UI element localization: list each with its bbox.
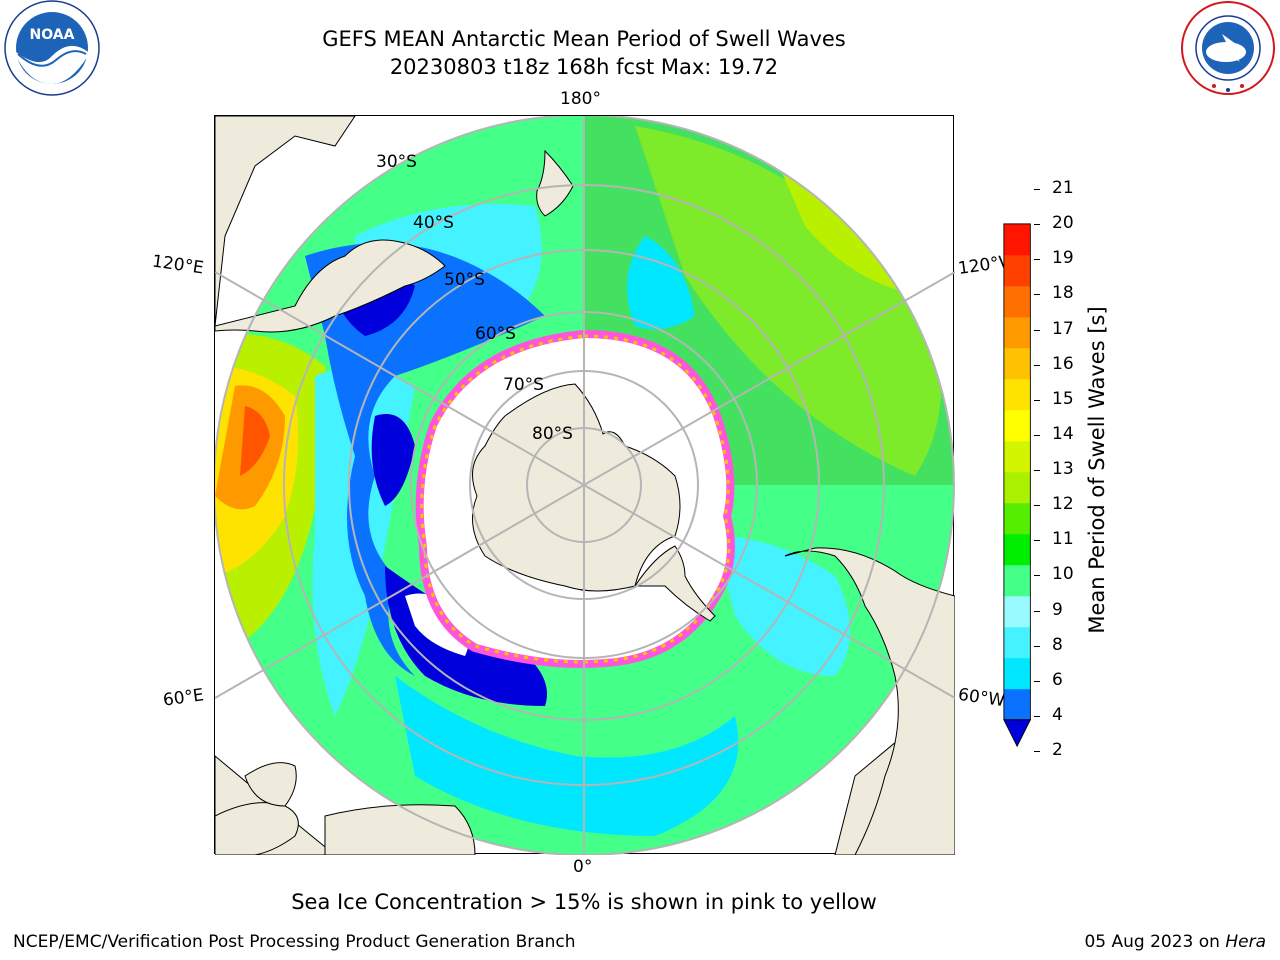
lat-label-50s: 50°S	[444, 270, 485, 290]
colorbar-tick-mark	[1034, 505, 1040, 507]
colorbar-tick-label: 10	[1052, 564, 1074, 585]
south-america	[784, 547, 955, 855]
colorbar-tick-label: 2	[1052, 740, 1063, 760]
lat-label-80s: 80°S	[532, 424, 573, 444]
colorbar-band	[1003, 502, 1031, 535]
colorbar-tick-label: 8	[1052, 634, 1063, 655]
africa	[215, 802, 299, 855]
colorbar-bands	[1003, 223, 1031, 721]
colorbar-tick-label: 20	[1052, 213, 1074, 234]
colorbar-tick-label: 4	[1052, 704, 1063, 725]
colorbar-band	[1003, 440, 1031, 473]
noaa-logo: NOAA	[4, 0, 100, 96]
colorbar-tick-label: 11	[1052, 529, 1074, 550]
antarctica	[472, 383, 681, 592]
colorbar-label: Mean Period of Swell Waves [s]	[1085, 306, 1109, 634]
colorbar-tick-label: 16	[1052, 353, 1074, 374]
colorbar-tick-mark	[1034, 329, 1040, 331]
sea-ice-note: Sea Ice Concentration > 15% is shown in …	[291, 890, 877, 914]
lat-label-60s: 60°S	[475, 324, 516, 344]
lat-label-30s: 30°S	[376, 152, 417, 172]
graticule	[215, 116, 955, 855]
colorbar-tick-mark	[1034, 189, 1040, 190]
lon-label-60w: 60°W	[956, 684, 1007, 712]
colorbar-tick-mark	[1034, 224, 1040, 226]
colorbar-tick-mark	[1034, 610, 1040, 612]
colorbar-tick-mark	[1034, 294, 1040, 296]
colorbar-tick-mark	[1034, 645, 1040, 647]
nws-logo	[1181, 1, 1275, 95]
footer-left: NCEP/EMC/Verification Post Processing Pr…	[13, 932, 576, 952]
colorbar-tick-mark	[1034, 470, 1040, 471]
colorbar-band	[1003, 378, 1031, 411]
colorbar-tick-label: 15	[1052, 388, 1074, 409]
lon-label-180: 180°	[560, 89, 601, 109]
colorbar-tick-mark	[1034, 540, 1040, 542]
colorbar-tick-label: 6	[1052, 669, 1063, 690]
colorbar-tick-label: 21	[1052, 178, 1074, 198]
colorbar-band	[1003, 254, 1031, 287]
colorbar-tick-label: 17	[1052, 318, 1074, 339]
polar-map	[214, 115, 955, 855]
chart-title: GEFS MEAN Antarctic Mean Period of Swell…	[322, 27, 846, 51]
footer-right: 05 Aug 2023 on Hera	[1084, 932, 1266, 952]
colorbar-band	[1003, 223, 1031, 256]
colorbar-tick-mark	[1034, 259, 1040, 261]
colorbar-band	[1003, 533, 1031, 566]
colorbar-band	[1003, 316, 1031, 349]
colorbar-tick-label: 13	[1052, 459, 1074, 479]
colorbar-tick-label: 9	[1052, 599, 1063, 620]
colorbar-band	[1003, 626, 1031, 659]
colorbar-band	[1003, 595, 1031, 628]
noaa-logo-text: NOAA	[30, 27, 75, 43]
colorbar-tick-label: 14	[1052, 423, 1074, 444]
colorbar-tick-mark	[1034, 399, 1040, 401]
antarctic-peninsula	[634, 545, 716, 622]
colorbar-tick-mark	[1034, 364, 1040, 366]
madagascar	[244, 762, 297, 807]
colorbar-band	[1003, 285, 1031, 318]
africa-south	[324, 804, 476, 855]
footer-machine: Hera	[1225, 932, 1266, 952]
australia	[215, 239, 446, 333]
colorbar-band	[1003, 564, 1031, 597]
colorbar-tick-mark	[1034, 751, 1040, 752]
colorbar-tick-mark	[1034, 575, 1040, 577]
colorbar-band	[1003, 409, 1031, 442]
polar-map-canvas	[215, 116, 955, 855]
lon-label-120e: 120°E	[150, 251, 205, 279]
colorbar	[1003, 223, 1032, 748]
lat-label-70s: 70°S	[503, 375, 544, 395]
colorbar-tick-mark	[1034, 434, 1040, 436]
colorbar-tick-label: 12	[1052, 494, 1074, 515]
colorbar-band	[1003, 347, 1031, 380]
land-upper-left	[215, 116, 356, 327]
chart-subtitle: 20230803 t18z 168h fcst Max: 19.72	[389, 55, 779, 79]
colorbar-tick-label: 18	[1052, 283, 1074, 304]
colorbar-tick-label: 19	[1052, 248, 1074, 269]
lon-label-0: 0°	[573, 857, 593, 877]
colorbar-band	[1003, 471, 1031, 504]
colorbar-tick-mark	[1034, 715, 1040, 717]
colorbar-tick-mark	[1034, 680, 1040, 682]
colorbar-extend-min	[1003, 719, 1032, 748]
colorbar-band	[1003, 657, 1031, 690]
lon-label-60e: 60°E	[161, 685, 206, 711]
colorbar-band	[1003, 688, 1031, 721]
lat-label-40s: 40°S	[413, 213, 454, 233]
footer-date: 05 Aug 2023 on	[1084, 932, 1226, 952]
new-zealand	[536, 149, 574, 217]
